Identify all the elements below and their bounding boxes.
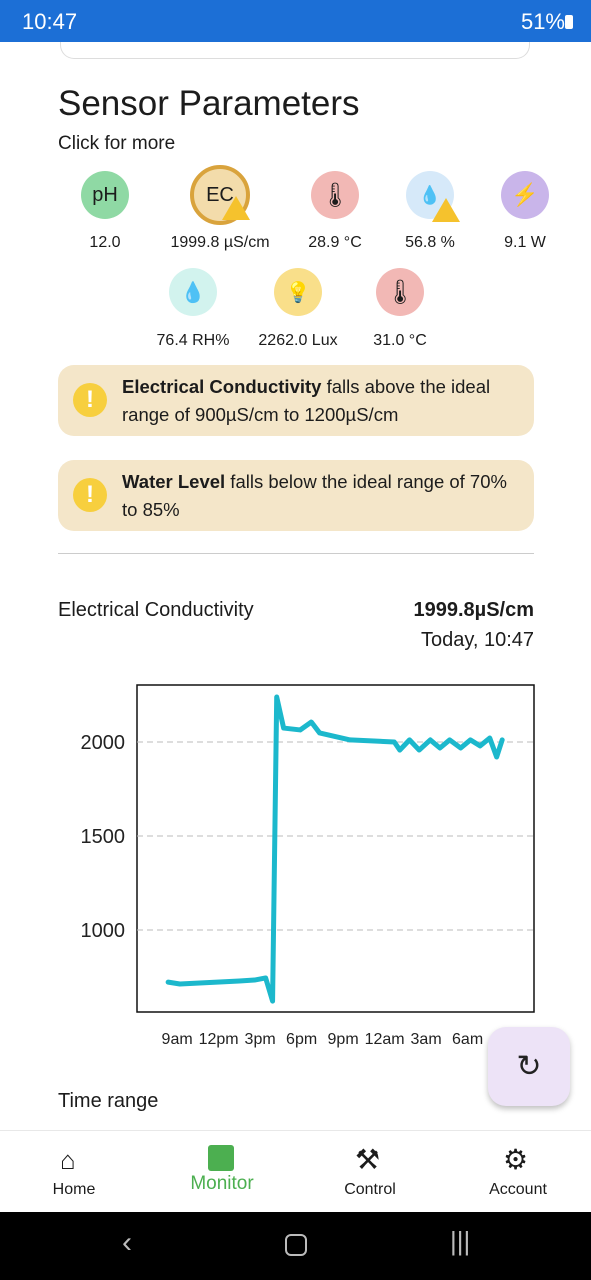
alert-text: Electrical Conductivity falls above the … xyxy=(122,373,527,429)
home-icon: ⌂ xyxy=(60,1145,76,1175)
y-tick-label: 1500 xyxy=(81,826,126,848)
alert-rest: falls above the ideal range of 900µS/cm … xyxy=(122,376,491,425)
y-tick-label: 2000 xyxy=(81,732,126,754)
humidity-icon[interactable]: 💧 xyxy=(169,268,217,316)
nav-control[interactable]: Control xyxy=(344,1181,396,1198)
warning-icon xyxy=(222,196,250,220)
alert-rest: falls below the ideal range of 70% to 85… xyxy=(122,471,507,520)
account-icon: ⚙ xyxy=(503,1144,529,1175)
nav-home[interactable]: Home xyxy=(52,1181,96,1198)
title: Sensor Parameters xyxy=(58,84,360,123)
sensor-value: 31.0 °C xyxy=(373,332,427,349)
refresh-button[interactable]: ↻ xyxy=(488,1027,570,1106)
control-icon: ⚒ xyxy=(355,1144,381,1175)
detail-name: Electrical Conductivity xyxy=(58,599,254,621)
clock: 10:47 xyxy=(22,9,78,34)
temp-icon[interactable]: 🌡 xyxy=(311,171,359,219)
plot-frame xyxy=(136,684,535,1013)
bottom-nav: ⌂ ⚒ ⚙ Home Monitor Control Account xyxy=(0,1130,591,1213)
sensor-value: 28.9 °C xyxy=(308,234,362,251)
alert: ! Electrical Conductivity falls above th… xyxy=(58,365,534,436)
monitor-icon xyxy=(208,1145,234,1171)
x-tick-label: 3pm xyxy=(245,1031,276,1048)
x-tick-label: 9am xyxy=(162,1031,193,1048)
divider xyxy=(58,553,534,554)
alert-icon: ! xyxy=(73,383,107,417)
sensor-value: 56.8 % xyxy=(405,234,455,251)
x-tick-label: 12am xyxy=(365,1031,405,1048)
nav-account[interactable]: Account xyxy=(489,1181,547,1198)
temp-icon[interactable]: 🌡 xyxy=(376,268,424,316)
alert-text: Water Level falls below the ideal range … xyxy=(122,468,527,524)
battery-icon xyxy=(565,15,573,29)
battery: 51% xyxy=(520,9,565,34)
nav-monitor[interactable]: Monitor xyxy=(190,1173,254,1194)
ph-icon[interactable]: pH xyxy=(81,171,129,219)
x-tick-label: 9pm xyxy=(328,1031,359,1048)
sensor-value: 12.0 xyxy=(89,234,121,251)
alert-bold: Electrical Conductivity xyxy=(122,376,322,397)
sensor-value: 2262.0 Lux xyxy=(258,332,338,349)
x-tick-label: 6am xyxy=(452,1031,483,1048)
warning-icon xyxy=(432,198,460,222)
detail-time: Today, 10:47 xyxy=(420,629,534,651)
subtitle: Click for more xyxy=(58,133,176,154)
ec-icon[interactable]: EC xyxy=(190,165,250,225)
alert-bold: Water Level xyxy=(122,471,226,492)
detail-value: 1999.8µS/cm xyxy=(413,599,535,621)
x-tick-label: 3am xyxy=(411,1031,442,1048)
x-tick-label: 12pm xyxy=(199,1031,239,1048)
x-tick-label: 6pm xyxy=(286,1031,317,1048)
alert-icon: ! xyxy=(73,478,107,512)
recents-button[interactable]: ||| xyxy=(450,1226,471,1256)
system-nav: ‹ ||| xyxy=(0,1212,591,1280)
home-button[interactable] xyxy=(285,1234,307,1256)
time-range-label: Time range xyxy=(58,1090,159,1112)
power-icon[interactable]: ⚡ xyxy=(501,171,549,219)
light-icon[interactable]: 💡 xyxy=(274,268,322,316)
line xyxy=(165,694,505,1004)
sensor-value: 1999.8 µS/cm xyxy=(170,234,270,251)
y-tick-label: 1000 xyxy=(81,920,126,942)
sensor-value: 9.1 W xyxy=(504,234,546,251)
sensor-value: 76.4 RH% xyxy=(156,332,230,349)
back-button[interactable]: ‹ xyxy=(122,1226,132,1259)
status-bar: 10:47 51% xyxy=(0,0,591,42)
alert: ! Water Level falls below the ideal rang… xyxy=(58,460,534,531)
